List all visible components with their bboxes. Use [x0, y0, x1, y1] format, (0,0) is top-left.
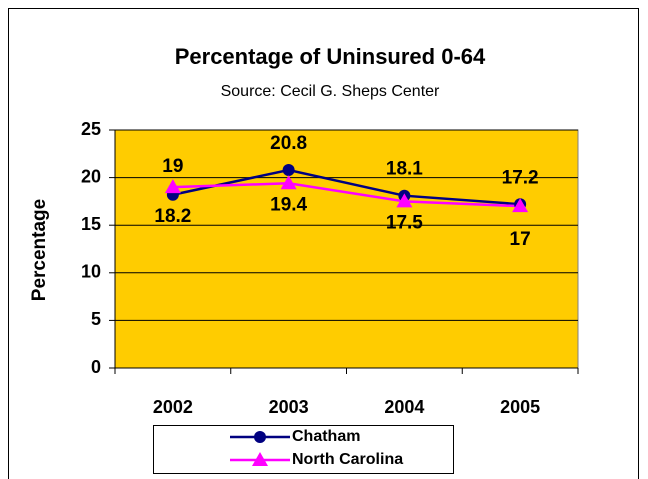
marker: [252, 452, 268, 466]
data-label: 18.1: [386, 159, 423, 180]
y-tick-label: 5: [91, 309, 101, 329]
data-label: 20.8: [270, 133, 307, 154]
legend-label: North Carolina: [292, 451, 403, 468]
legend: Chatham North Carolina: [153, 425, 454, 474]
x-tick-label: 2003: [269, 397, 309, 417]
y-tick-label: 0: [91, 357, 101, 377]
data-label: 17.5: [386, 212, 423, 233]
y-tick-label: 20: [81, 166, 101, 186]
marker: [396, 193, 413, 208]
chart-title: Percentage of Uninsured 0-64: [175, 44, 486, 69]
data-label: 19: [162, 156, 183, 177]
data-label: 18.2: [154, 206, 191, 227]
series-line: [172, 168, 521, 206]
y-tick-label: 10: [81, 262, 101, 282]
legend-label: Chatham: [292, 428, 360, 445]
x-tick-label: 2005: [500, 397, 540, 417]
data-label: 17.2: [502, 167, 539, 188]
marker: [282, 163, 295, 176]
marker: [254, 431, 266, 443]
y-tick-label: 25: [81, 119, 101, 139]
marker: [512, 198, 529, 213]
y-tick-label: 15: [81, 214, 101, 234]
x-tick-label: 2004: [384, 397, 424, 417]
plot-area: [114, 129, 579, 369]
marker: [280, 175, 297, 190]
chart-subtitle: Source: Cecil G. Sheps Center: [221, 83, 440, 100]
data-label: 17: [510, 229, 531, 250]
series-line: [172, 182, 521, 208]
marker: [164, 179, 181, 194]
data-label: 19.4: [270, 194, 307, 215]
x-tick-label: 2002: [153, 397, 193, 417]
legend-box: [153, 425, 454, 474]
y-axis-label: Percentage: [29, 199, 50, 301]
